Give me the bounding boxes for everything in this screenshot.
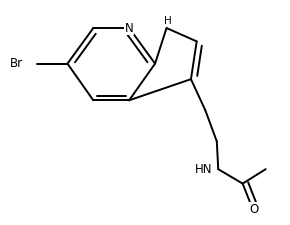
Text: N: N xyxy=(125,22,134,35)
Text: H: H xyxy=(164,16,172,26)
Text: Br: Br xyxy=(10,57,23,70)
Text: HN: HN xyxy=(195,163,213,176)
Text: O: O xyxy=(249,203,259,216)
